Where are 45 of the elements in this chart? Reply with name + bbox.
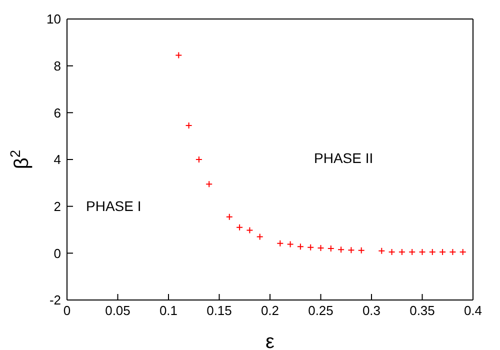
point [307,244,314,251]
point [226,213,233,220]
point [408,248,416,256]
point [348,246,355,254]
point [449,248,456,256]
point [296,243,304,250]
y-tick-label: -2 [49,292,61,308]
y-tick-label: 8 [54,58,61,74]
y-tick-label: 2 [54,198,61,214]
point [327,244,334,252]
point [185,122,192,130]
y-tick-label: 6 [54,105,61,120]
point [175,52,182,59]
point [459,248,466,256]
point [276,240,284,247]
x-tick-label: 0.05 [105,303,130,318]
point [206,180,213,188]
x-tick-label: 0.35 [410,303,435,318]
point [388,248,396,256]
x-tick-label: 0.2 [260,303,280,318]
y-tick-label: 4 [54,152,61,168]
point [418,248,426,256]
point [256,233,264,240]
point [195,156,202,163]
x-tick-label: 0.15 [206,303,232,318]
point [439,248,446,256]
y-tick-label: 0 [54,246,61,261]
point [398,248,406,256]
x-tick-label: 0.25 [308,303,334,318]
x-tick-label: 0.1 [159,303,178,318]
point [428,248,436,256]
x-tick-label: 0 [63,303,71,318]
point [286,240,294,248]
point [246,226,254,234]
y-tick-label: 10 [46,12,61,27]
x-axis-title: ε [266,331,275,350]
point [358,246,365,254]
point [317,244,324,252]
point [236,224,244,231]
annotation: PHASE I [86,198,142,214]
x-tick-label: 0.4 [464,303,482,318]
x-tick-label: 0.3 [362,303,381,318]
point [338,246,345,254]
annotation: PHASE II [314,150,374,166]
point [378,247,386,254]
